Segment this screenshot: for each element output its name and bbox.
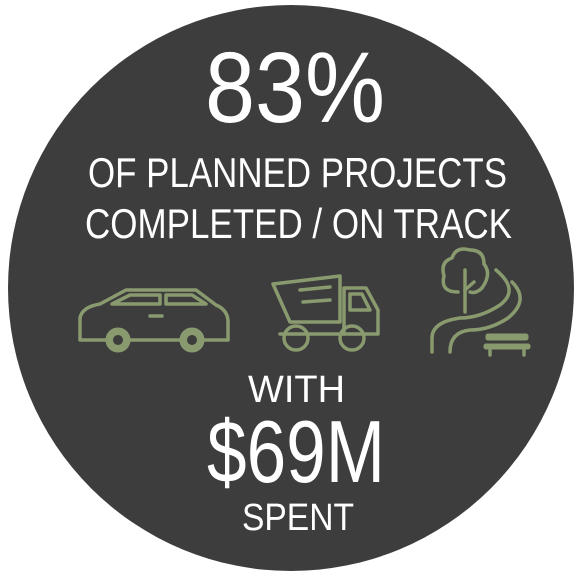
subtitle-line: COMPLETED / ON TRACK	[85, 200, 512, 247]
with-label: WITH	[248, 369, 345, 411]
headline: 83%	[205, 32, 385, 144]
park-road-icon	[430, 247, 531, 357]
car-icon	[78, 288, 230, 353]
subtitle-line: OF PLANNED PROJECTS	[88, 149, 507, 196]
truck-icon	[271, 274, 380, 352]
spent-label: SPENT	[242, 497, 354, 539]
amount: $69M	[207, 402, 385, 501]
background-circle	[8, 5, 574, 571]
